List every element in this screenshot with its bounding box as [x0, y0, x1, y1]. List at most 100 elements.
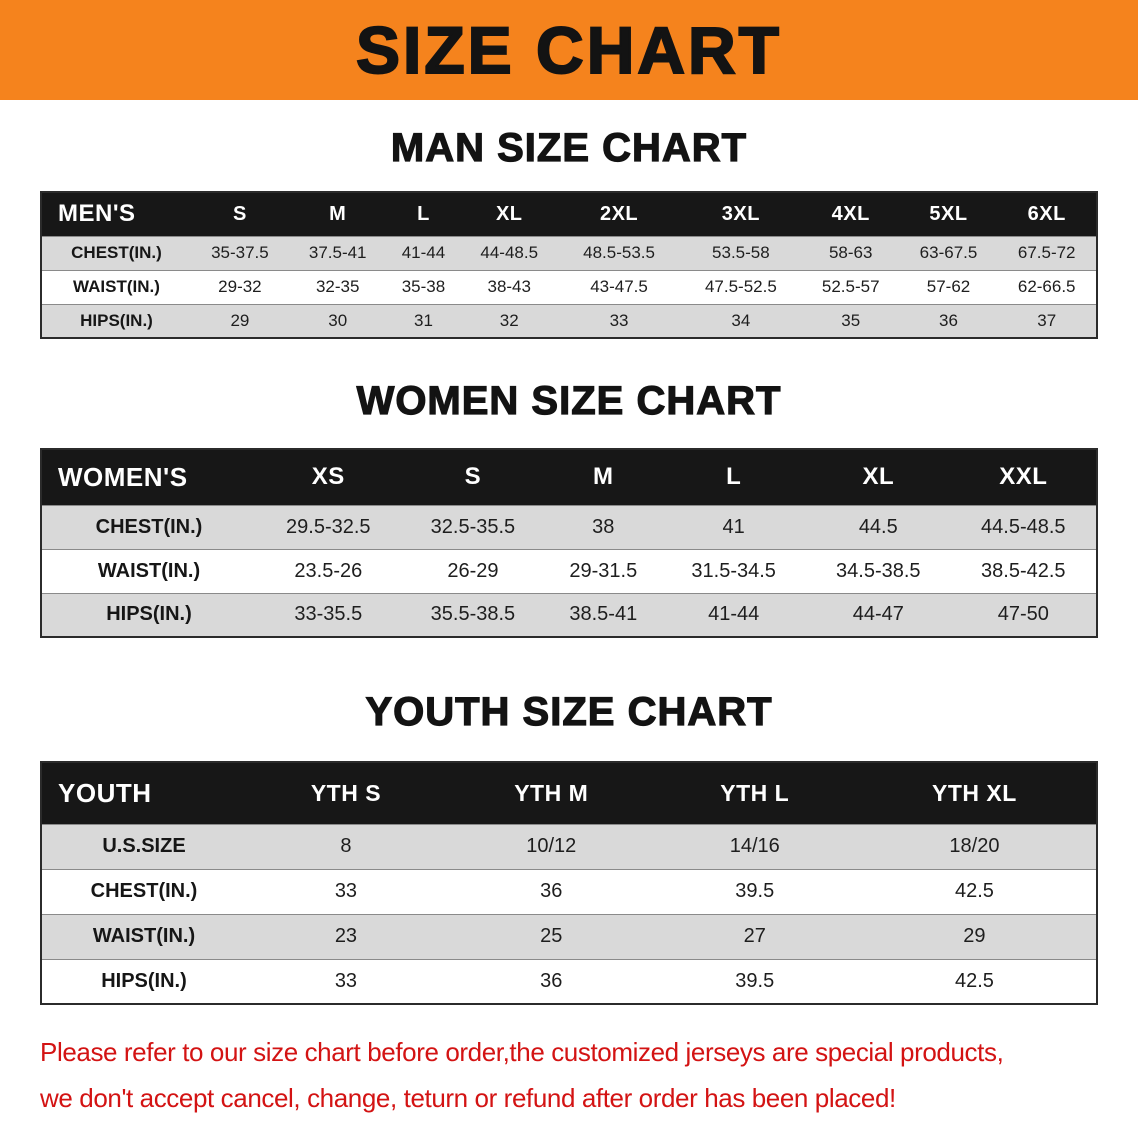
size-value-cell: 43-47.5 [590, 277, 648, 296]
size-value-cell: 36 [540, 969, 563, 992]
table-row: CHEST(IN.) 35-37.5 37.5-41 41-44 44-48.5 48.5… [41, 236, 1097, 270]
size-value-cell: 41-44 [401, 243, 446, 262]
size-column-header: XL [862, 463, 895, 491]
table-row: HIPS(IN.) 33-35.5 35.5-38.5 38.5-41 41-44 44-… [41, 593, 1097, 637]
size-value-cell: 27 [743, 925, 766, 947]
table-header-row: MEN'S S M L XL 2XL 3XL 4XL 5XL 6XL [41, 192, 1097, 236]
size-value-cell: 53.5-58 [712, 243, 770, 262]
size-column-header: XL [495, 202, 523, 225]
row-label-cell: HIPS(IN.) [101, 969, 187, 992]
table-header-row: WOMEN'S XS S M L XL XXL [41, 449, 1097, 505]
size-value-cell: 33 [334, 969, 358, 992]
size-column-header: M [593, 463, 614, 491]
row-label-cell: HIPS(IN.) [80, 310, 153, 330]
size-value-cell: 23 [334, 925, 358, 947]
size-value-cell: 8 [340, 835, 352, 857]
size-value-cell: 31 [414, 310, 433, 330]
row-label-cell: HIPS(IN.) [106, 603, 192, 626]
table-row: CHEST(IN.) 29.5-32.5 32.5-35.5 38 41 44.5 44.5… [41, 505, 1097, 549]
size-value-cell: 34 [731, 310, 751, 330]
row-label-cell: WAIST(IN.) [92, 925, 196, 947]
row-label-cell: CHEST(IN.) [95, 515, 203, 538]
youth-section-heading: YOUTH SIZE CHART [365, 689, 773, 734]
size-value-cell: 47.5-52.5 [704, 277, 777, 296]
size-value-cell: 38 [592, 515, 615, 538]
size-value-cell: 33-35.5 [294, 603, 363, 626]
women-size-table: WOMEN'S XS S M L XL XXL CHEST(IN.) 29.5-32.5 32.5… [40, 448, 1098, 638]
size-value-cell: 31.5-34.5 [691, 559, 776, 582]
size-column-header: 5XL [929, 202, 968, 225]
notice-line-2: we don't accept cancel, change, teturn o… [40, 1083, 896, 1113]
table-row: WAIST(IN.) 23.5-26 26-29 29-31.5 31.5-34.5 34… [41, 549, 1097, 593]
size-value-cell: 47-50 [997, 603, 1049, 626]
size-value-cell: 29-31.5 [569, 559, 638, 582]
footer-notice: Please refer to our size chart before or… [0, 1029, 1138, 1121]
size-value-cell: 42.5 [954, 969, 994, 992]
size-value-cell: 29 [963, 925, 986, 947]
size-value-cell: 67.5-72 [1017, 243, 1076, 262]
size-value-cell: 44.5 [858, 515, 898, 538]
size-column-header: M [329, 202, 347, 225]
size-value-cell: 63-67.5 [919, 243, 978, 262]
size-value-cell: 44-47 [852, 603, 904, 626]
banner: SIZE CHART [0, 0, 1138, 100]
size-value-cell: 42.5 [954, 880, 994, 902]
table-row: HIPS(IN.) 29 30 31 32 33 34 35 36 37 [41, 304, 1097, 338]
size-value-cell: 37.5-41 [308, 243, 367, 262]
size-value-cell: 10/12 [526, 835, 577, 857]
size-value-cell: 32.5-35.5 [430, 515, 516, 538]
women-section-heading: WOMEN SIZE CHART [356, 378, 782, 423]
table-header-row: YOUTH YTH S YTH M YTH L YTH XL [41, 762, 1097, 824]
size-value-cell: 37 [1037, 310, 1057, 330]
size-value-cell: 29-32 [218, 277, 262, 296]
youth-size-table: YOUTH YTH S YTH M YTH L YTH XL U.S.SIZE 8 10/12… [40, 761, 1098, 1005]
size-value-cell: 39.5 [735, 969, 775, 992]
size-value-cell: 38-43 [487, 277, 531, 296]
size-value-cell: 35-38 [401, 277, 446, 296]
size-value-cell: 35 [841, 310, 861, 330]
size-value-cell: 52.5-57 [821, 277, 880, 296]
size-value-cell: 32-35 [315, 277, 360, 296]
size-value-cell: 14/16 [729, 835, 780, 857]
row-label-cell: CHEST(IN.) [71, 243, 162, 262]
table-title-cell: MEN'S [58, 200, 136, 228]
size-value-cell: 62-66.5 [1017, 277, 1076, 296]
women-size-section: WOMEN SIZE CHART WOMEN'S XS S M L XL XXL CHEST(… [0, 378, 1138, 638]
size-value-cell: 36 [540, 880, 563, 902]
table-row: HIPS(IN.) 33 36 39.5 42.5 [41, 959, 1097, 1004]
size-column-header: YTH L [720, 779, 790, 806]
table-title-cell: YOUTH [58, 777, 152, 808]
size-value-cell: 33 [609, 310, 629, 330]
table-row: WAIST(IN.) 29-32 32-35 35-38 38-43 43-47.5 47.… [41, 270, 1097, 304]
size-value-cell: 29.5-32.5 [286, 515, 371, 538]
size-value-cell: 29 [230, 310, 250, 330]
size-column-header: S [464, 463, 482, 491]
men-size-table: MEN'S S M L XL 2XL 3XL 4XL 5XL 6XL CHEST(IN.) 35-37… [40, 191, 1098, 339]
size-value-cell: 26-29 [447, 559, 499, 582]
notice-line-1: Please refer to our size chart before or… [40, 1037, 1004, 1067]
table-row: CHEST(IN.) 33 36 39.5 42.5 [41, 869, 1097, 914]
men-section-heading: MAN SIZE CHART [390, 125, 748, 170]
size-value-cell: 38.5-41 [569, 603, 638, 626]
size-value-cell: 39.5 [735, 880, 775, 902]
size-column-header: 4XL [831, 202, 870, 225]
row-label-cell: CHEST(IN.) [90, 880, 198, 902]
size-value-cell: 58-63 [828, 243, 873, 262]
size-column-header: YTH M [514, 779, 589, 806]
table-title-cell: WOMEN'S [58, 461, 188, 492]
size-value-cell: 33 [334, 880, 358, 902]
table-row: U.S.SIZE 8 10/12 14/16 18/20 [41, 824, 1097, 869]
row-label-cell: WAIST(IN.) [73, 277, 160, 296]
size-value-cell: 35-37.5 [211, 243, 269, 262]
page-title: SIZE CHART [355, 12, 782, 88]
size-column-header: 2XL [599, 202, 639, 225]
youth-size-section: YOUTH SIZE CHART YOUTH YTH S YTH M YTH L YTH… [0, 689, 1138, 1005]
row-label-cell: U.S.SIZE [102, 835, 186, 857]
size-column-header: 3XL [721, 202, 760, 225]
size-value-cell: 44-48.5 [480, 243, 539, 262]
size-value-cell: 36 [939, 310, 958, 330]
size-value-cell: 41 [722, 515, 745, 538]
size-value-cell: 34.5-38.5 [836, 559, 921, 582]
size-value-cell: 38.5-42.5 [981, 559, 1066, 582]
